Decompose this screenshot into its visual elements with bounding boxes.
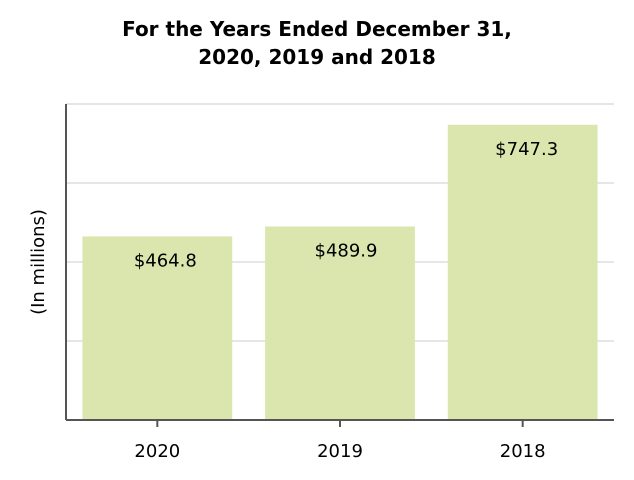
chart-title-line-1: For the Years Ended December 31, — [122, 17, 512, 41]
x-tick-label-2020: 2020 — [134, 441, 180, 462]
bar-2019 — [265, 226, 415, 420]
x-tick-label-2018: 2018 — [500, 441, 546, 462]
labels: $464.8 2020 $489.9 2019 $747.3 2018 — [134, 139, 558, 462]
chart-title-line-2: 2020, 2019 and 2018 — [198, 45, 436, 69]
x-tick-label-2019: 2019 — [317, 441, 363, 462]
y-axis-label: (In millions) — [28, 209, 49, 315]
data-label-2018: $747.3 — [495, 139, 558, 160]
bar-2020 — [82, 236, 233, 420]
bar-2018 — [447, 124, 598, 420]
data-label-2019: $489.9 — [315, 240, 378, 261]
axes — [65, 104, 614, 427]
data-label-2020: $464.8 — [134, 250, 197, 271]
bars — [82, 124, 598, 420]
